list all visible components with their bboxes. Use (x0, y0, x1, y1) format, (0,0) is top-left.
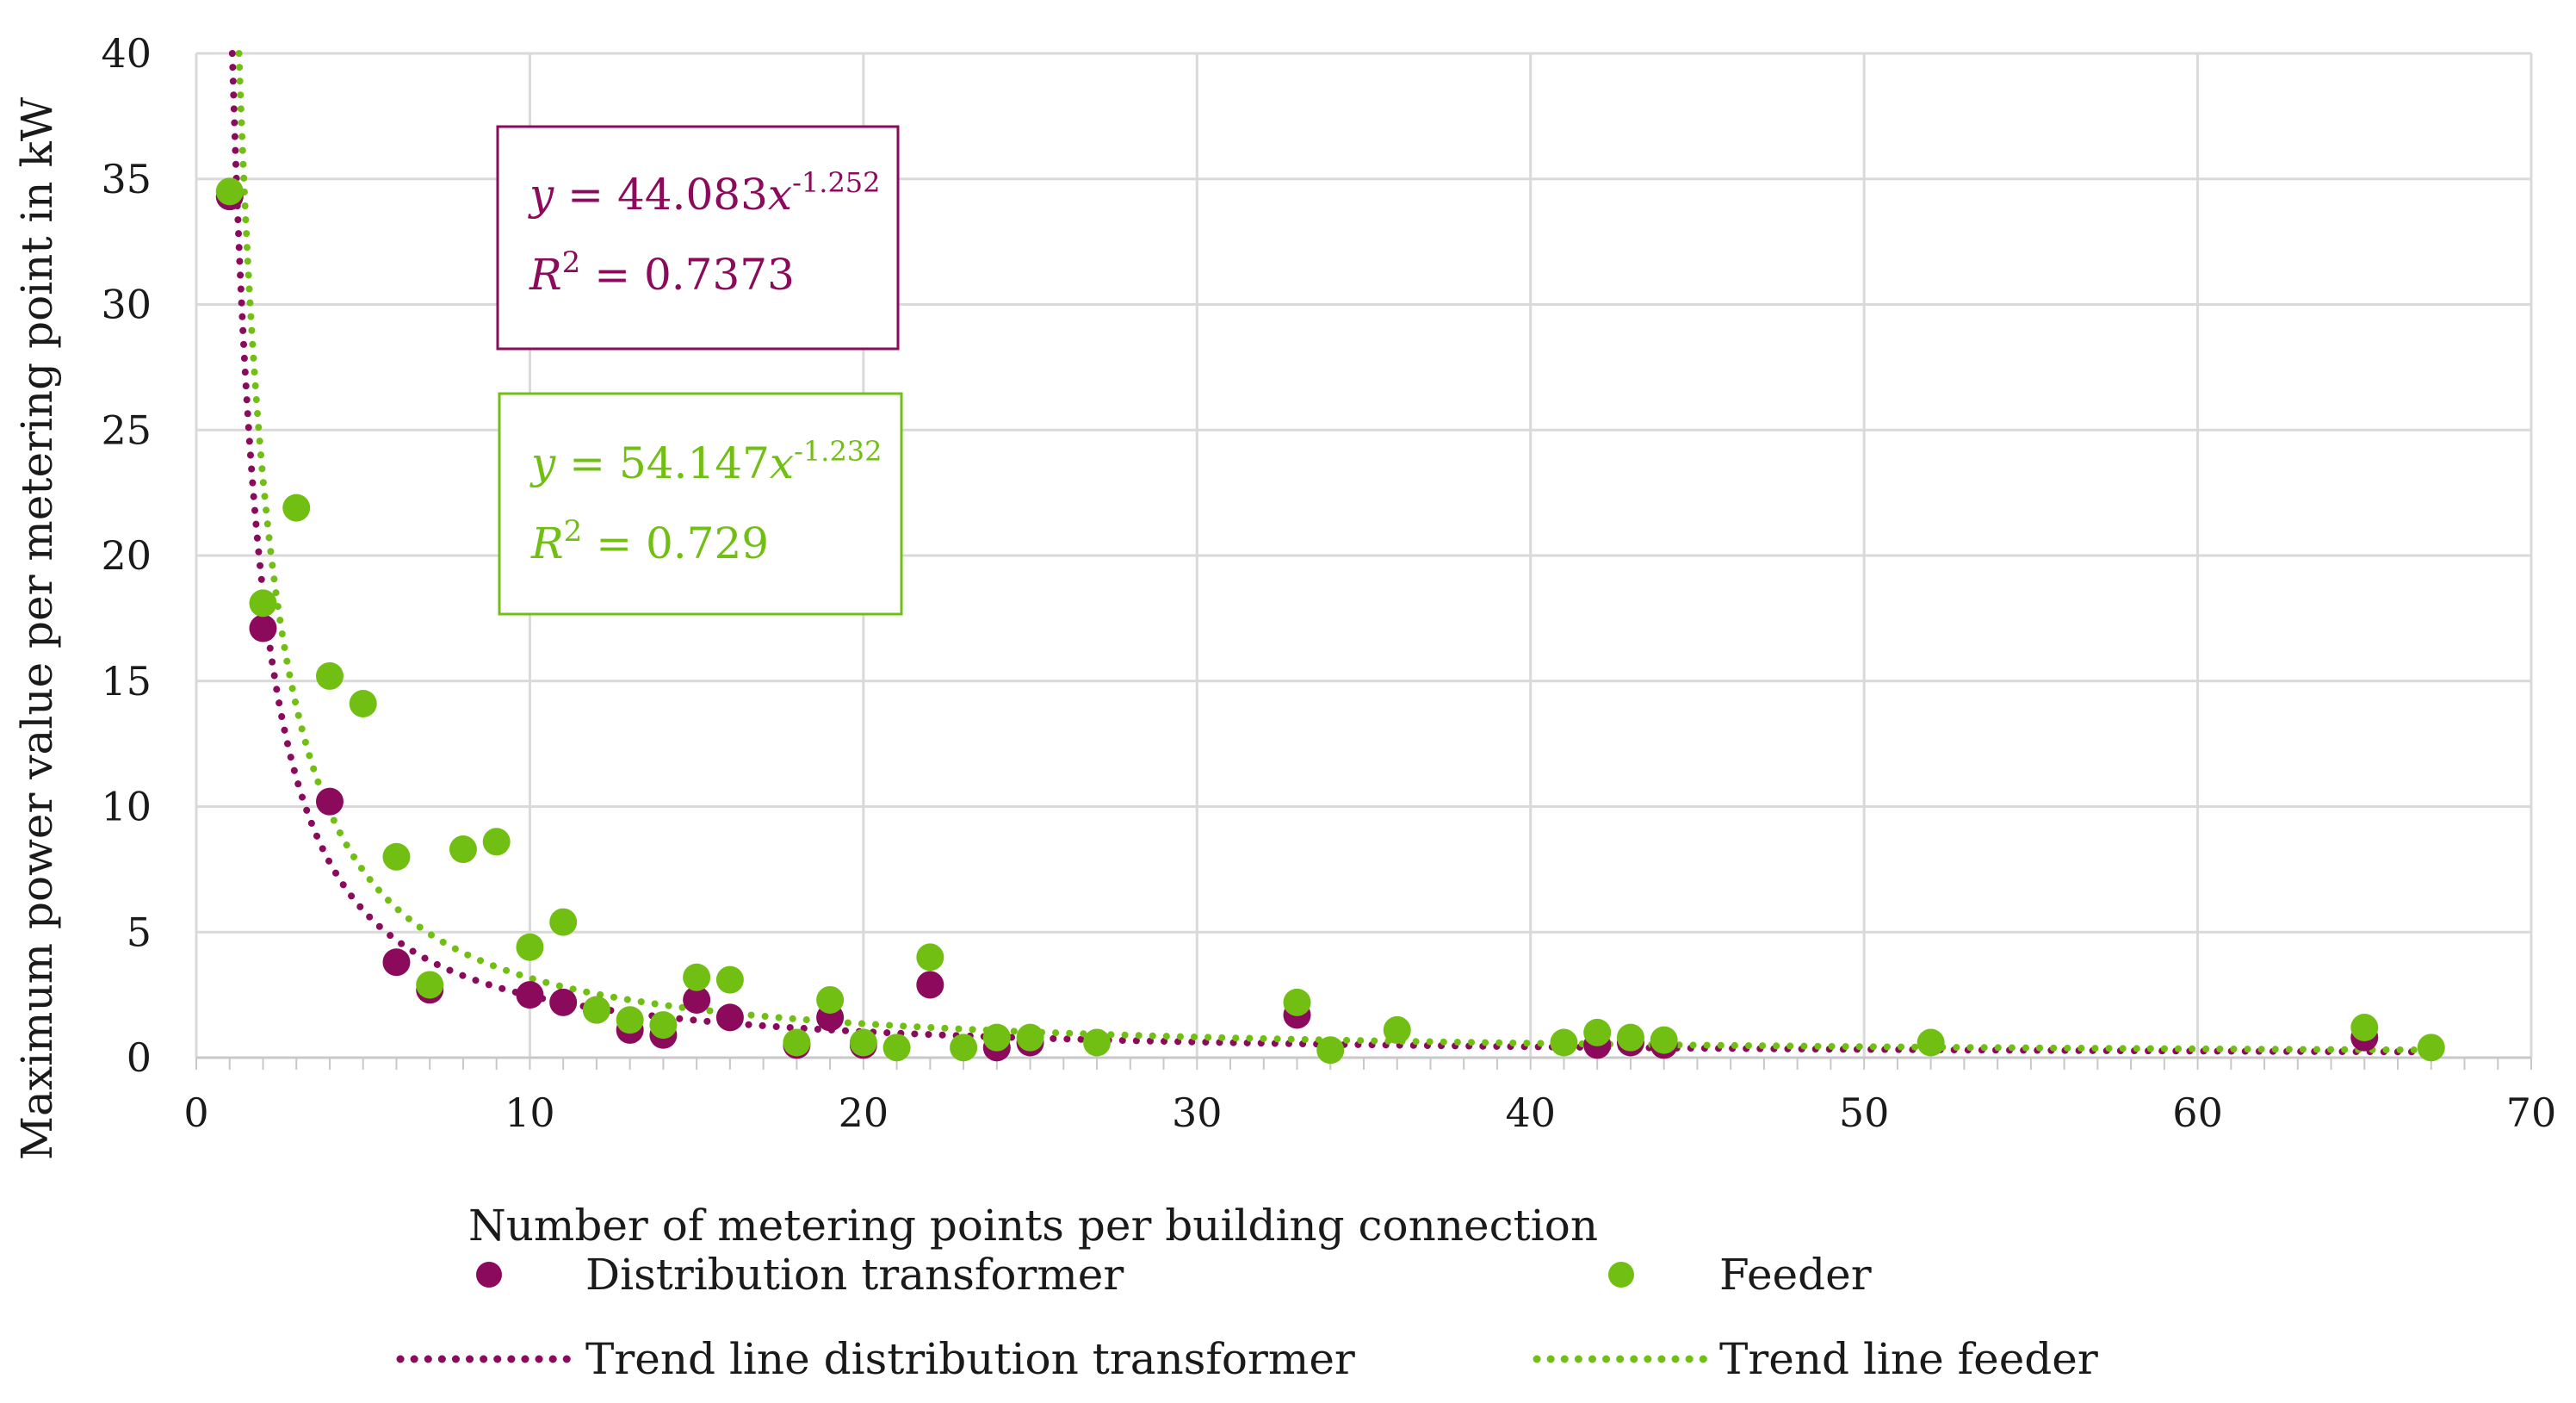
transformer-r-symbol: R (529, 250, 562, 300)
data-point-feeder (382, 842, 411, 871)
legend-label-transformer-trend: Trend line distribution transformer (585, 1334, 1355, 1384)
transformer-r-squared: R2 = 0.7373 (529, 245, 795, 300)
y-tick-label: 25 (101, 407, 152, 453)
data-point-feeder (982, 1023, 1011, 1052)
data-point-feeder (1083, 1028, 1112, 1057)
data-point-feeder (349, 689, 377, 717)
feeder-equation: y = 54.147x-1.232 (529, 435, 882, 488)
data-point-distribution-transformer (683, 985, 711, 1014)
data-point-feeder (715, 965, 744, 994)
x-tick-label: 0 (183, 1089, 208, 1136)
legend-marker-feeder (1608, 1262, 1634, 1288)
data-point-distribution-transformer (249, 614, 277, 643)
legend: Distribution transformer Feeder Trend li… (396, 1250, 2098, 1384)
x-tick-label: 10 (505, 1089, 555, 1136)
data-point-feeder (783, 1028, 811, 1057)
y-tick-label: 40 (101, 30, 152, 77)
transformer-r-value: = 0.7373 (580, 250, 795, 300)
feeder-eq-y: y (529, 438, 556, 488)
legend-label-feeder: Feeder (1719, 1250, 1872, 1300)
data-point-feeder (882, 1034, 911, 1062)
feeder-eq-x: x (770, 438, 794, 488)
transformer-eq-x: x (768, 170, 792, 220)
data-point-distribution-transformer (715, 1003, 744, 1032)
feeder-eq-sign: = (555, 438, 619, 488)
data-point-distribution-transformer (382, 948, 411, 977)
x-tick-label: 40 (1505, 1089, 1556, 1136)
feeder-r-squared: R2 = 0.729 (530, 514, 769, 568)
data-point-distribution-transformer (516, 981, 544, 1009)
data-point-feeder (1917, 1028, 1945, 1057)
data-point-feeder (1316, 1036, 1345, 1065)
y-tick-label: 10 (101, 784, 152, 830)
data-point-feeder (315, 661, 344, 690)
data-point-feeder (215, 177, 244, 206)
y-tick-label: 20 (101, 532, 152, 579)
data-points (215, 177, 2445, 1065)
x-axis-title: Number of metering points per building c… (468, 1201, 1598, 1251)
trendline-feeder (235, 50, 2435, 1054)
data-point-feeder (1550, 1028, 1578, 1057)
feeder-r-symbol: R (530, 518, 564, 568)
y-tick-label: 15 (101, 658, 152, 705)
feeder-r-power: 2 (564, 514, 583, 549)
x-tick-label: 30 (1172, 1089, 1223, 1136)
data-point-feeder (950, 1034, 978, 1062)
data-point-feeder (916, 943, 944, 972)
data-point-feeder (816, 985, 845, 1014)
data-point-distribution-transformer (315, 787, 344, 816)
data-point-distribution-transformer (549, 988, 578, 1016)
data-point-distribution-transformer (916, 971, 944, 999)
data-point-feeder (482, 828, 511, 856)
feeder-eq-coef: 54.147 (619, 438, 770, 488)
y-tick-label: 30 (101, 282, 152, 328)
y-tick-label: 0 (127, 1034, 152, 1081)
data-point-feeder (249, 589, 277, 618)
feeder-eq-exponent: -1.232 (794, 435, 882, 468)
transformer-r-power: 2 (562, 245, 581, 280)
data-point-feeder (1283, 988, 1311, 1016)
transformer-eq-y: y (528, 170, 554, 220)
legend-label-feeder-trend: Trend line feeder (1719, 1334, 2098, 1384)
x-tick-label: 60 (2172, 1089, 2223, 1136)
transformer-eq-exponent: -1.252 (792, 166, 880, 199)
data-point-feeder (582, 996, 610, 1024)
data-point-feeder (1616, 1023, 1644, 1052)
legend-marker-transformer (476, 1262, 502, 1288)
data-point-feeder (649, 1011, 678, 1040)
transformer-eq-sign: = (554, 170, 617, 220)
data-point-feeder (516, 933, 544, 961)
axes: 0 10 20 30 40 50 60 70 0 5 10 15 20 25 30 35 40 (101, 30, 2556, 1136)
y-tick-label: 35 (101, 156, 152, 202)
y-tick-label: 5 (127, 909, 152, 955)
data-point-feeder (1583, 1018, 1612, 1046)
data-point-feeder (449, 835, 477, 864)
data-point-feeder (549, 908, 578, 936)
transformer-equation: y = 44.083x-1.252 (528, 166, 881, 220)
transformer-eq-coef: 44.083 (617, 170, 768, 220)
data-point-feeder (1383, 1015, 1411, 1044)
transformer-equation-box: y = 44.083x-1.252 R2 = 0.7373 (496, 125, 900, 351)
data-point-feeder (1016, 1023, 1044, 1052)
x-tick-label: 50 (1839, 1089, 1890, 1136)
feeder-equation-box: y = 54.147x-1.232 R2 = 0.729 (498, 392, 903, 616)
data-point-feeder (1650, 1026, 1678, 1054)
data-point-feeder (282, 494, 311, 522)
data-point-feeder (2417, 1034, 2445, 1062)
legend-label-transformer: Distribution transformer (585, 1250, 1124, 1300)
feeder-r-value: = 0.729 (582, 518, 769, 568)
x-tick-label: 20 (839, 1089, 889, 1136)
y-axis-title: Maximum power value per metering point i… (12, 96, 62, 1160)
feeder-equation-border (498, 392, 903, 616)
data-point-feeder (416, 971, 444, 999)
data-point-feeder (849, 1028, 877, 1057)
x-tick-label: 70 (2506, 1089, 2557, 1136)
data-point-feeder (2350, 1014, 2379, 1042)
data-point-feeder (616, 1006, 644, 1034)
transformer-equation-border (496, 125, 900, 351)
data-point-feeder (683, 963, 711, 991)
